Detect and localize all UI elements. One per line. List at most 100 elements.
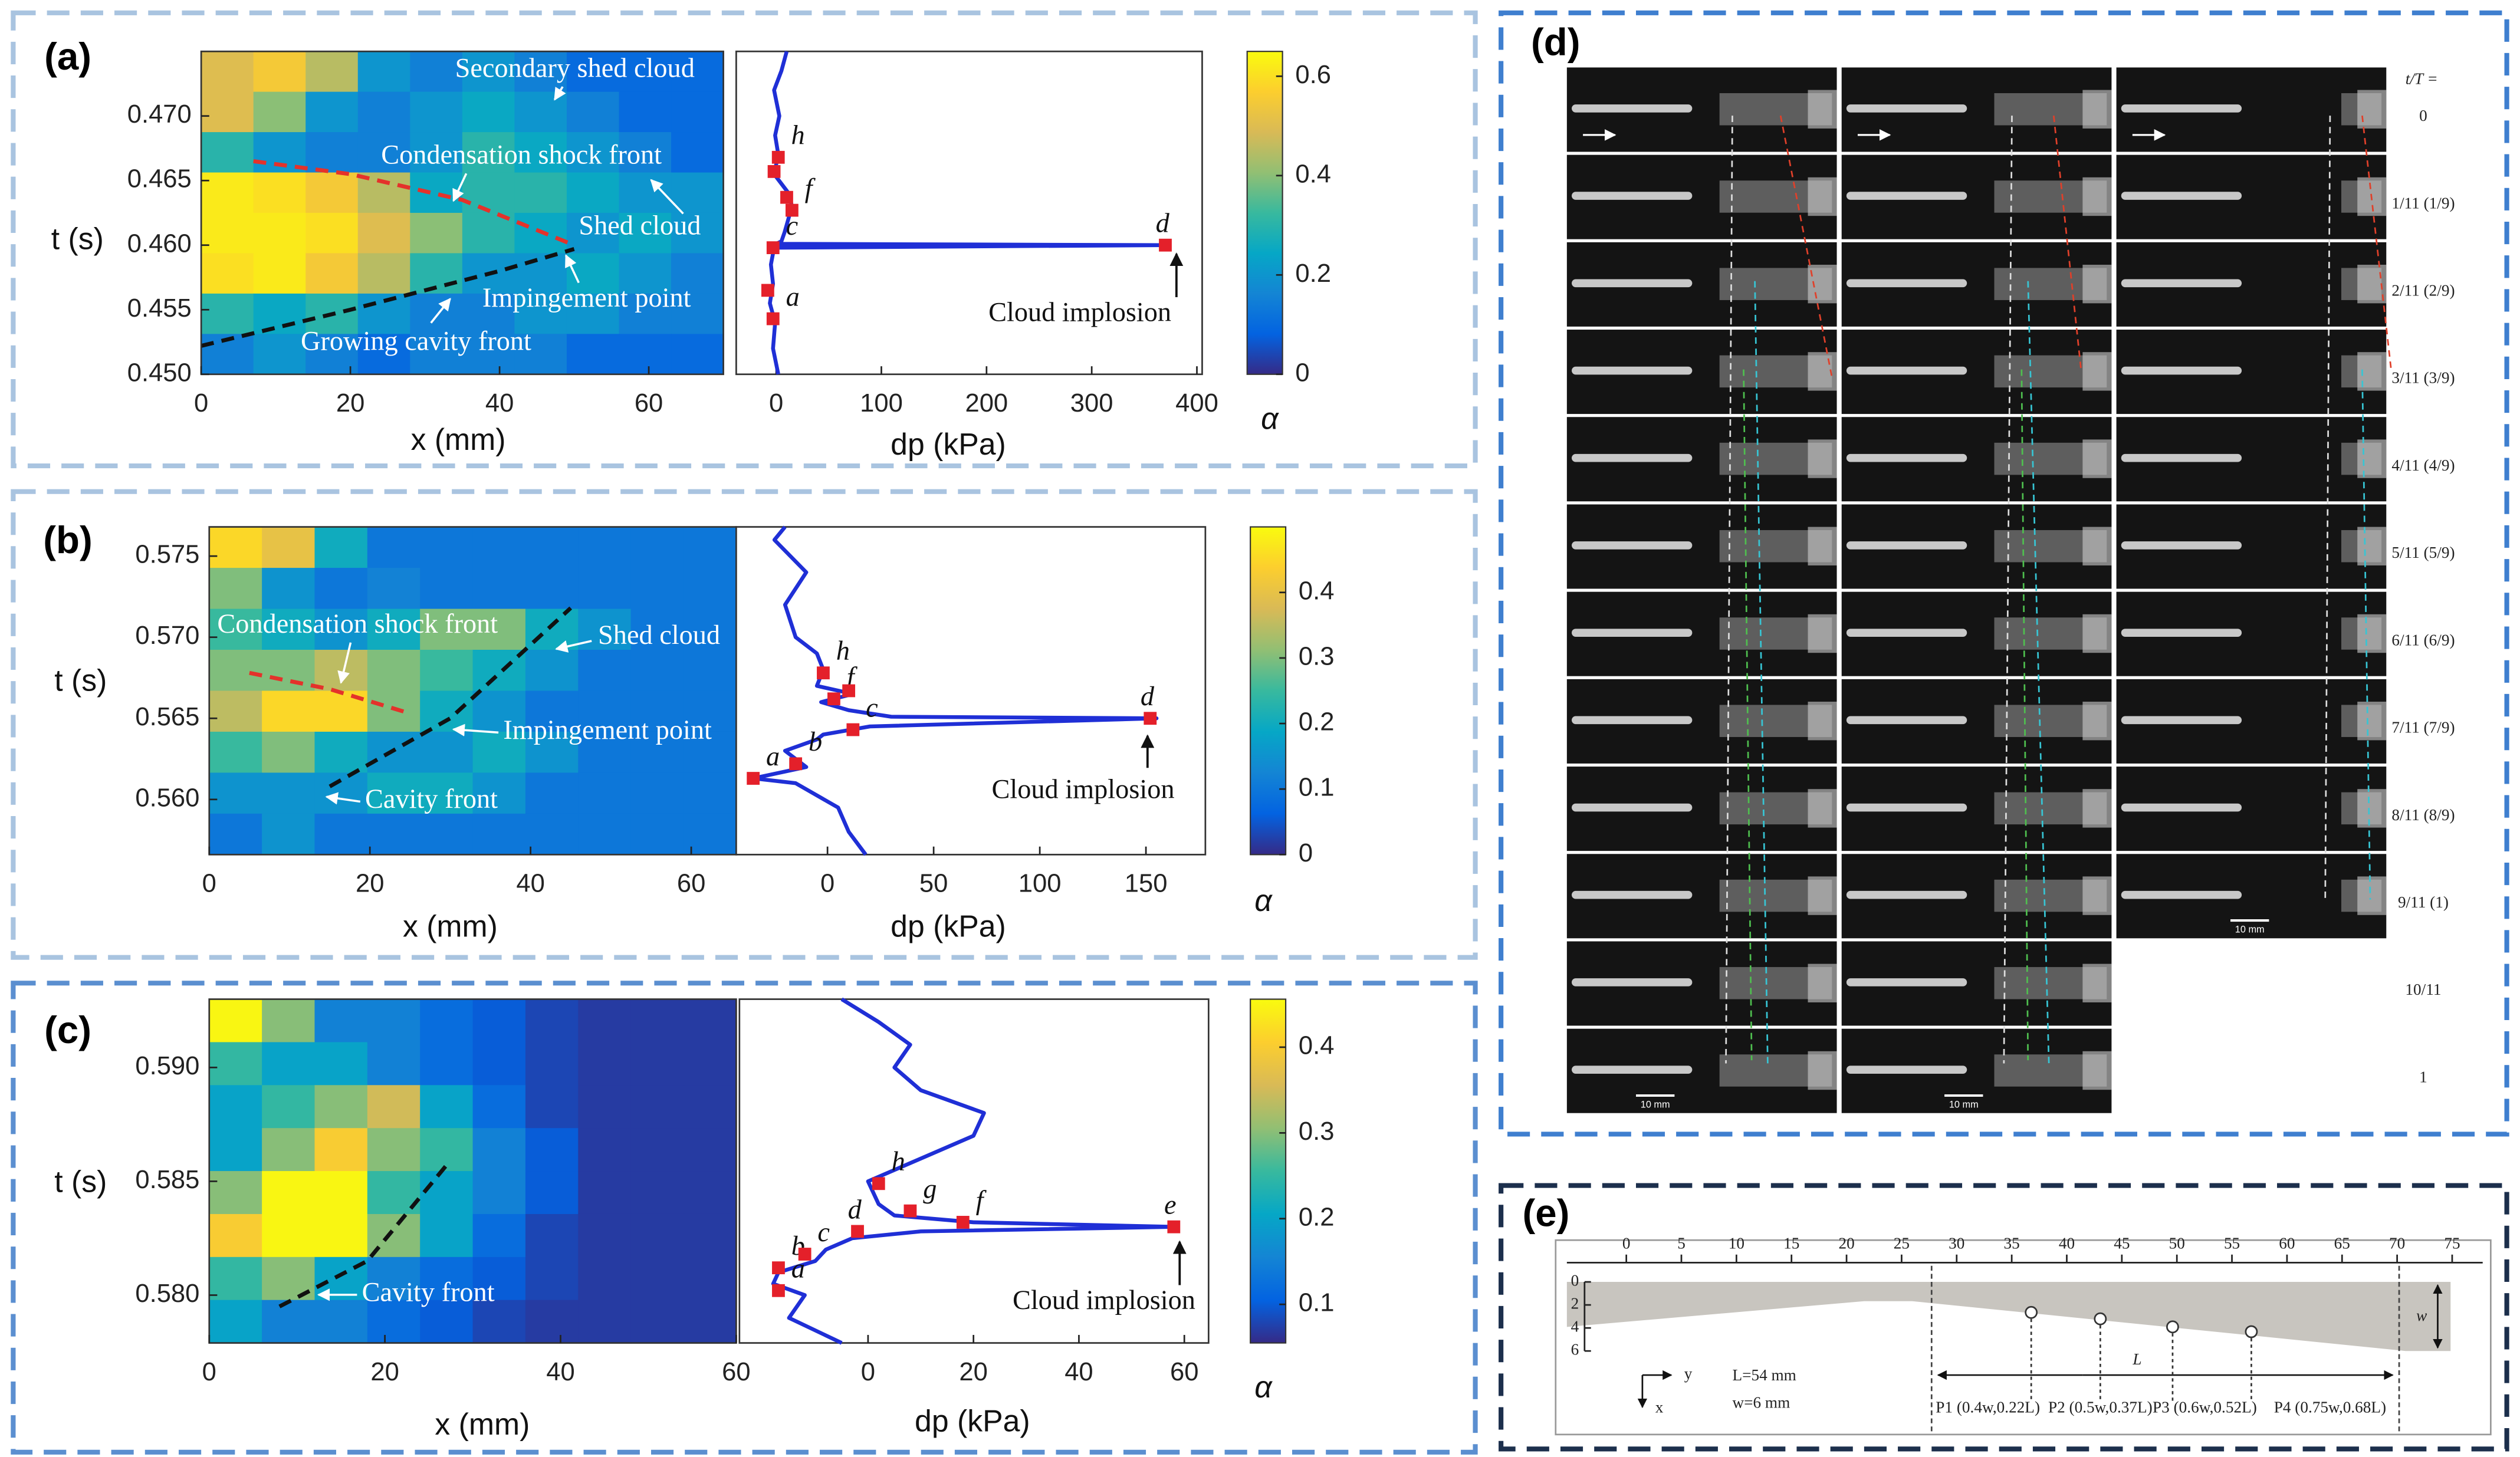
cavity-streak bbox=[1846, 1065, 1967, 1074]
scale-bar-label: 10 mm bbox=[2235, 925, 2265, 935]
heat-cell bbox=[630, 609, 685, 651]
y-tick-label: 0.585 bbox=[135, 1166, 199, 1194]
wall bbox=[1808, 439, 1837, 478]
heat-cell bbox=[209, 731, 263, 774]
heat-cell bbox=[253, 253, 307, 294]
probe bbox=[2025, 1305, 2038, 1319]
heat-cell bbox=[201, 293, 254, 335]
x-tick-label: 20 bbox=[336, 389, 364, 417]
cavity-streak bbox=[1572, 279, 1693, 288]
heat-cell bbox=[314, 1213, 368, 1258]
heat-cell bbox=[314, 1085, 368, 1129]
heat-cell bbox=[209, 1171, 263, 1215]
wall bbox=[2082, 90, 2112, 129]
annotation: Cloud implosion bbox=[1013, 1285, 1195, 1315]
heat-cell bbox=[630, 731, 685, 774]
heat-cell bbox=[566, 172, 620, 214]
marker bbox=[956, 1216, 970, 1229]
annotation: Impingement point bbox=[503, 715, 712, 745]
heat-cell bbox=[367, 1085, 421, 1129]
heat-cell bbox=[209, 568, 263, 610]
heat-cell bbox=[253, 293, 307, 335]
cavity-streak bbox=[2121, 541, 2242, 550]
cavity-streak bbox=[1846, 453, 1967, 462]
colorbar-tick-label: 0.3 bbox=[1299, 1117, 1335, 1146]
heat-cell bbox=[262, 813, 316, 856]
heat-cell bbox=[305, 132, 359, 173]
y-tick-label: 0.565 bbox=[135, 703, 199, 731]
wall bbox=[1808, 876, 1837, 915]
cavity-streak bbox=[2121, 453, 2242, 462]
annotation-arrow bbox=[337, 642, 352, 684]
ruler-label: 0 bbox=[1622, 1235, 1631, 1252]
depth-label: 4 bbox=[1571, 1317, 1579, 1335]
heat-cell bbox=[683, 1085, 737, 1129]
wall bbox=[2082, 789, 2112, 828]
heat-cell bbox=[619, 334, 672, 375]
heat-cell bbox=[630, 813, 685, 856]
heat-cell bbox=[630, 650, 685, 692]
marker bbox=[1167, 1220, 1181, 1234]
heat-cell bbox=[525, 999, 579, 1043]
heat-cell bbox=[314, 813, 368, 856]
cavity-streak bbox=[1846, 541, 1967, 550]
heat-cell bbox=[314, 772, 368, 814]
wall bbox=[2082, 352, 2112, 391]
probe-label: P1 (0.4w,0.22L) bbox=[1936, 1399, 2040, 1416]
ruler-label: 75 bbox=[2444, 1235, 2460, 1252]
marker bbox=[766, 241, 780, 255]
heat-cell bbox=[209, 999, 263, 1043]
colorbar-tick-label: 0.3 bbox=[1299, 642, 1335, 670]
wall bbox=[1808, 1051, 1837, 1090]
panel-frame bbox=[11, 981, 1478, 1455]
colorbar bbox=[1246, 51, 1283, 375]
cavity-streak bbox=[1572, 541, 1693, 550]
heat-cell bbox=[262, 527, 316, 569]
y-tick-label: 0.570 bbox=[135, 621, 199, 650]
heat-cell bbox=[420, 731, 474, 774]
marker-label: d bbox=[848, 1195, 862, 1225]
y-axis-label: t (s) bbox=[54, 663, 107, 698]
heat-cell bbox=[262, 568, 316, 610]
heat-cell bbox=[262, 1128, 316, 1172]
cavity-streak bbox=[1846, 803, 1967, 812]
panel-frame bbox=[1499, 10, 2509, 1137]
marker bbox=[761, 284, 774, 297]
heat-cell bbox=[683, 527, 737, 569]
heat-cell bbox=[472, 1085, 527, 1129]
ruler-label: 35 bbox=[2004, 1235, 2020, 1252]
heat-cell bbox=[472, 650, 527, 692]
marker bbox=[789, 757, 803, 771]
heat-cell bbox=[619, 91, 672, 133]
width-symbol: w bbox=[2416, 1307, 2427, 1324]
heat-cell bbox=[410, 334, 463, 375]
cavity-streak bbox=[2121, 104, 2242, 113]
heat-cell bbox=[566, 91, 620, 133]
heat-cell bbox=[514, 334, 568, 375]
front-line bbox=[249, 670, 411, 716]
heat-cell bbox=[209, 1300, 263, 1344]
x-tick-label: 100 bbox=[1018, 870, 1062, 898]
x-tick-label: 0 bbox=[202, 870, 216, 898]
cavity-streak bbox=[1572, 978, 1693, 986]
coord-label: y bbox=[1684, 1364, 1693, 1382]
heat-cell bbox=[420, 650, 474, 692]
heat-cell bbox=[201, 172, 254, 214]
heat-cell bbox=[462, 172, 515, 214]
heat-cell bbox=[514, 132, 568, 173]
heat-cell bbox=[462, 51, 515, 93]
heat-cell bbox=[305, 91, 359, 133]
panel-label: (e) bbox=[1522, 1192, 1569, 1235]
cavity-streak bbox=[1572, 890, 1693, 899]
wall bbox=[1808, 614, 1837, 653]
front-line bbox=[278, 1164, 448, 1308]
heat-cell bbox=[578, 813, 632, 856]
heat-cell bbox=[262, 1042, 316, 1086]
frame-label: 8/11 (8/9) bbox=[2391, 806, 2455, 824]
heat-cell bbox=[209, 813, 263, 856]
cavity-streak bbox=[1572, 629, 1693, 637]
cavity-streak bbox=[1846, 716, 1967, 725]
heat-cell bbox=[367, 772, 421, 814]
probe bbox=[2166, 1320, 2179, 1334]
heat-cell bbox=[578, 731, 632, 774]
